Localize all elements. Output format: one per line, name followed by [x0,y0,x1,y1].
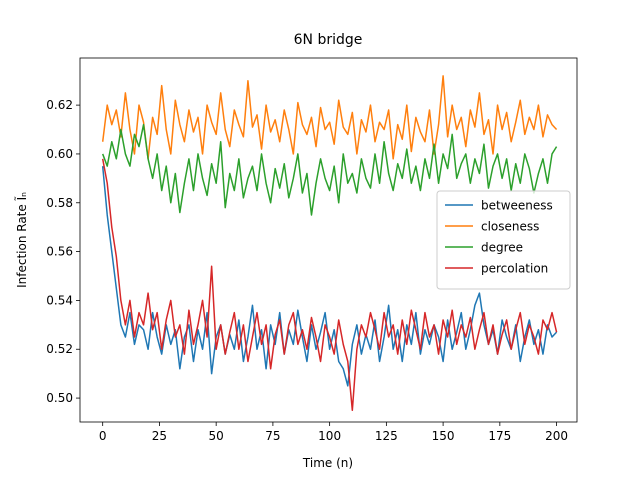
legend-box [436,190,571,290]
x-tick-label: 200 [545,429,568,443]
y-tick-label: 0.60 [46,147,73,161]
legend: betweeness closeness degree percolation [436,190,571,290]
series-line [101,166,558,387]
legend-label: betweeness [481,199,553,213]
series-line [101,158,558,412]
legend-label: percolation [481,262,548,276]
legend-label: closeness [481,220,539,234]
y-tick-label: 0.50 [46,391,73,405]
y-tick-label: 0.54 [46,293,73,307]
y-tick-label: 0.56 [46,245,73,259]
x-tick-label: 100 [318,429,341,443]
x-tick-label: 25 [152,429,167,443]
y-axis-label: Infection Rate Ĩₙ [14,192,29,288]
x-tick-label: 50 [209,429,224,443]
series-line [101,75,558,160]
y-tick-label: 0.58 [46,196,73,210]
x-tick-label: 175 [488,429,511,443]
x-tick-label: 125 [375,429,398,443]
plot-frame [79,57,578,423]
x-tick-label: 75 [265,429,280,443]
x-tick-label: 0 [99,429,107,443]
y-tick-label: 0.52 [46,342,73,356]
series-line [101,123,558,216]
y-tick-label: 0.62 [46,98,73,112]
x-axis-label: Time (n) [302,456,353,470]
x-tick-label: 150 [432,429,455,443]
legend-label: degree [481,241,523,255]
chart-title: 6N bridge [294,32,363,48]
